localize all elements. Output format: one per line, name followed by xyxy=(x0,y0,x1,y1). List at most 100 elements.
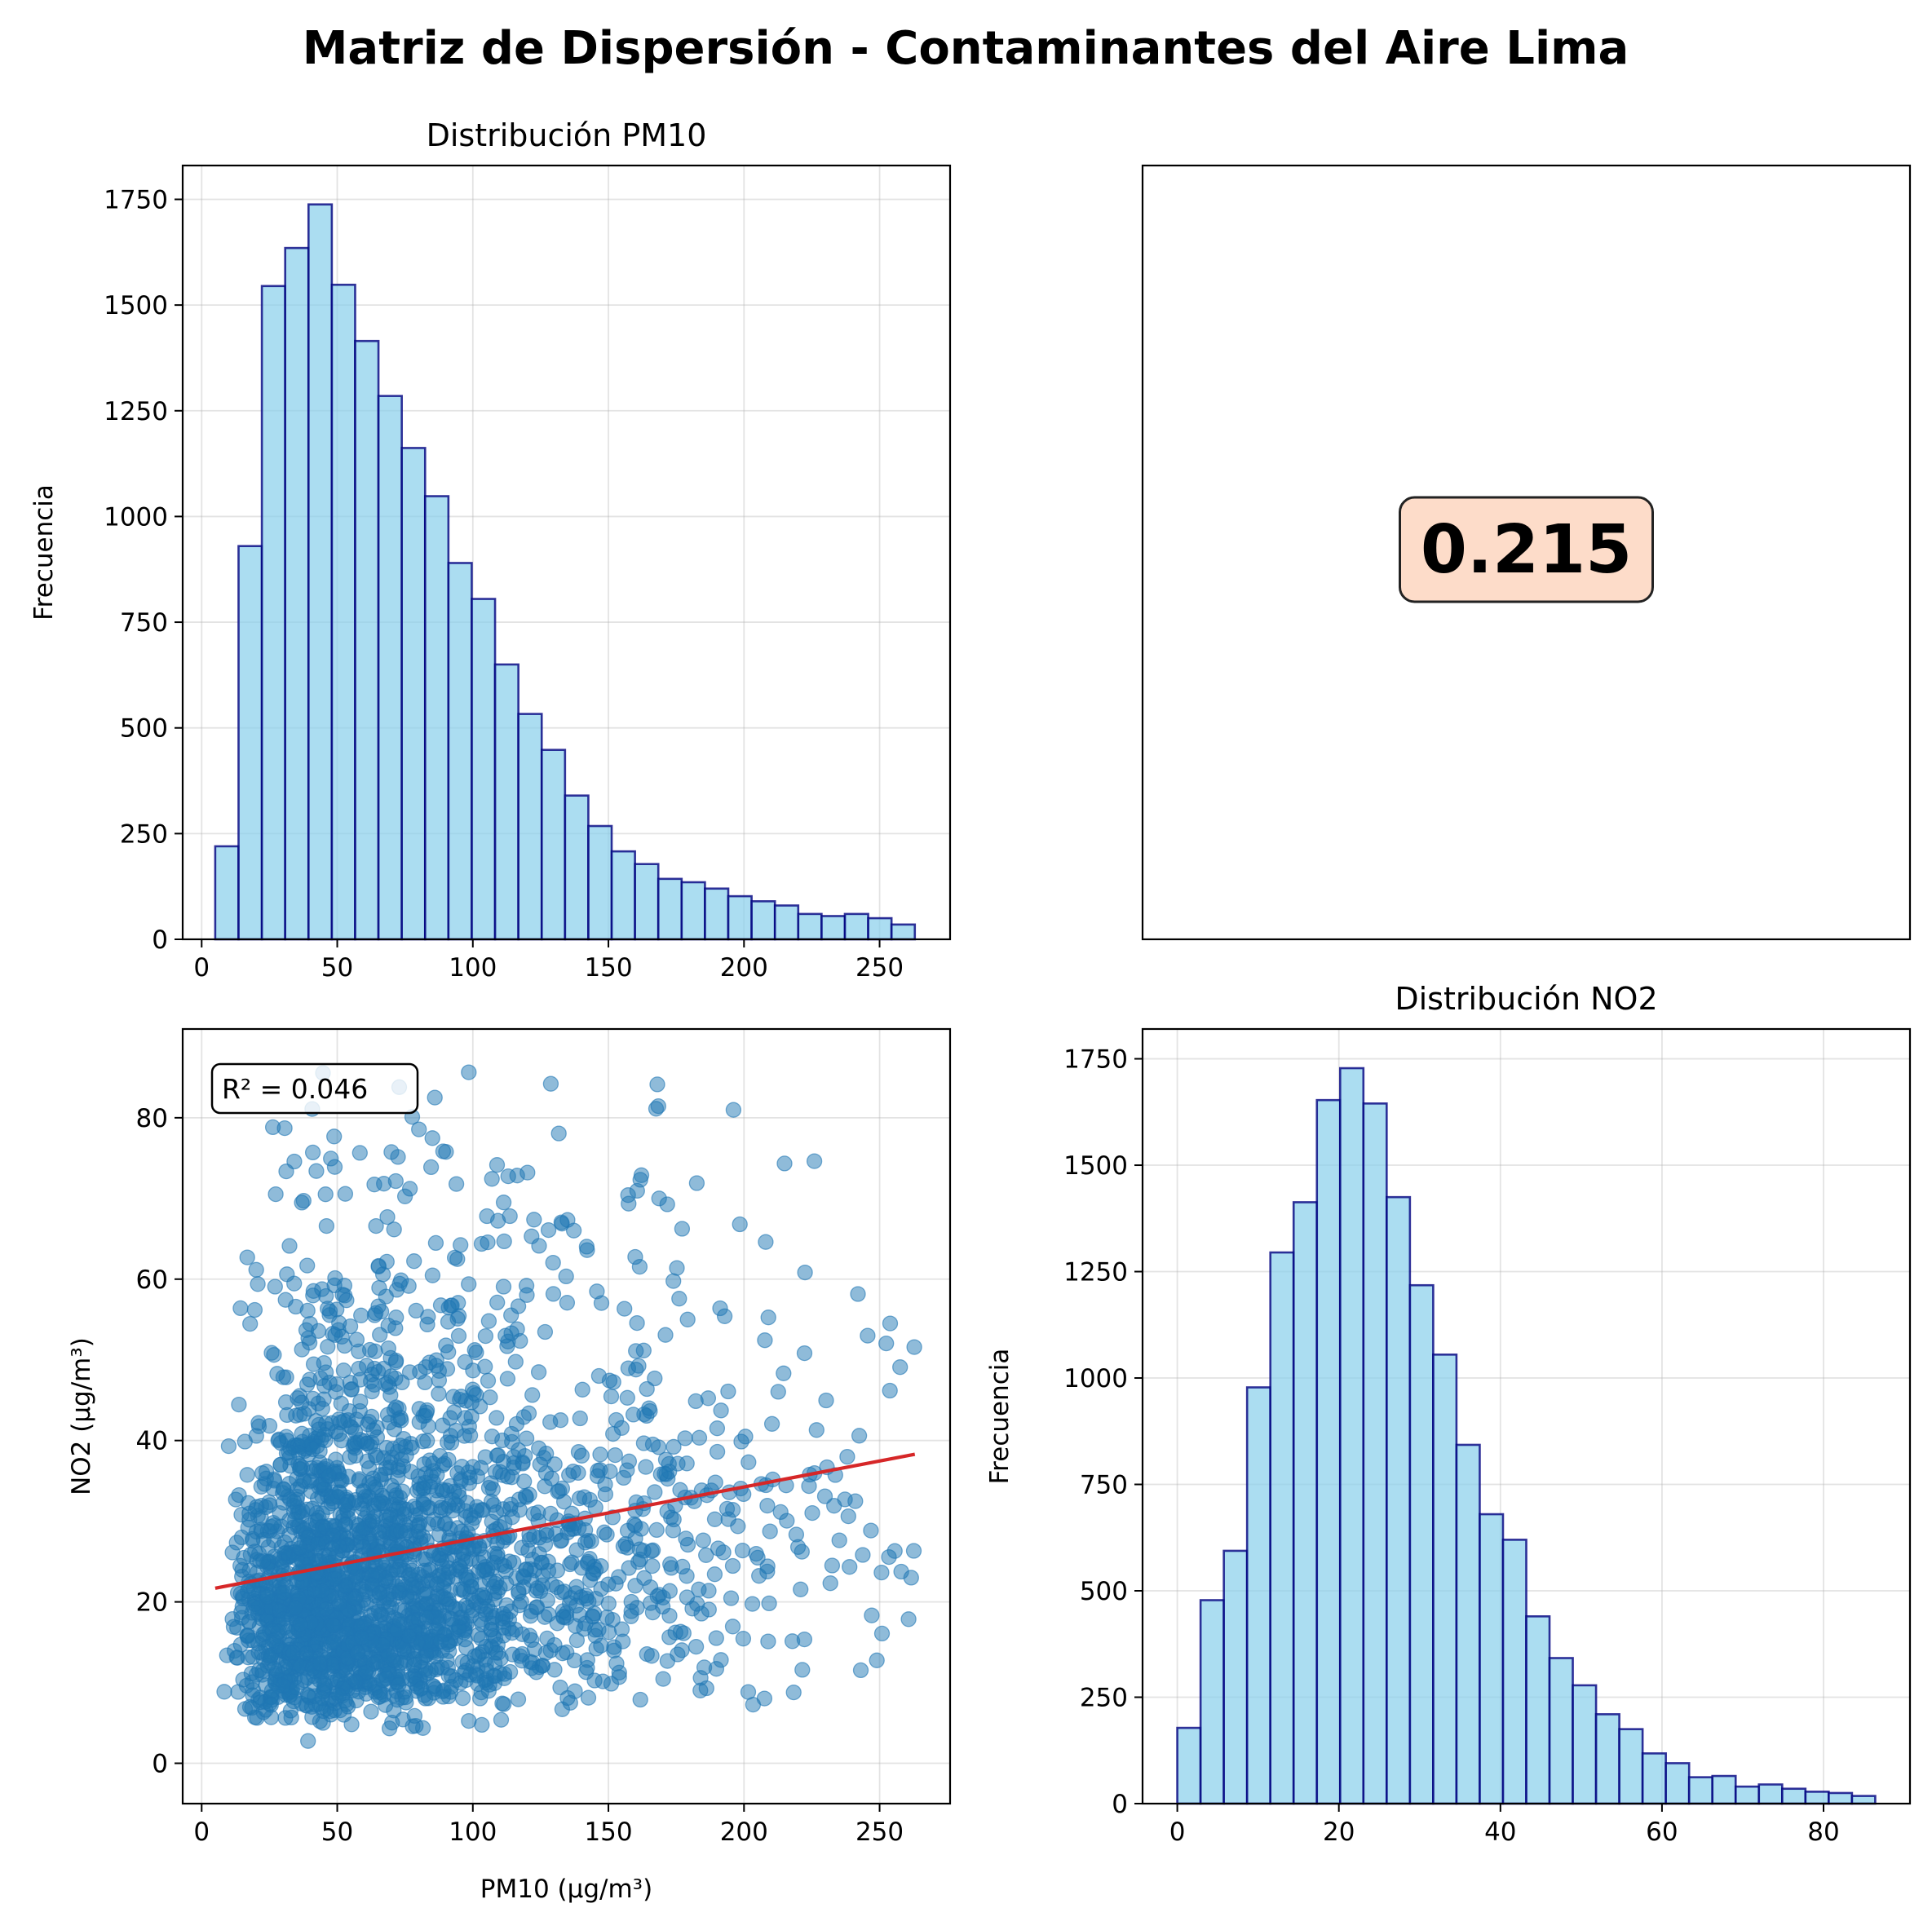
scatter-point-2535 xyxy=(287,1511,303,1528)
scatter-point-1222 xyxy=(900,1611,917,1627)
scatter-point-2238 xyxy=(351,1145,368,1161)
no2-histogram-ytick-label-3: 750 xyxy=(1080,1471,1128,1500)
scatter-point-2148 xyxy=(518,1278,535,1294)
no2-histogram-ytick-label-5: 1250 xyxy=(1063,1258,1128,1287)
scatter-ytick-label-0: 0 xyxy=(152,1750,168,1779)
scatter-point-2244 xyxy=(696,1659,713,1676)
scatter-point-2440 xyxy=(348,1692,365,1709)
scatter-point-2593 xyxy=(281,1444,297,1460)
scatter-point-88 xyxy=(794,1662,811,1678)
no2-histogram-bar-28 xyxy=(1828,1791,1854,1805)
scatter-point-1367 xyxy=(318,1217,335,1234)
scatter-point-2563 xyxy=(287,1600,303,1616)
scatter-point-1215 xyxy=(650,1097,666,1115)
scatter-point-2547 xyxy=(240,1583,256,1600)
scatter-point-2443 xyxy=(638,1459,654,1475)
scatter-point-1736 xyxy=(663,1560,679,1576)
scatter-point-2558 xyxy=(508,1570,524,1587)
scatter-point-2410 xyxy=(579,1652,595,1668)
scatter-point-1647 xyxy=(842,1559,858,1575)
no2-histogram-bar-12 xyxy=(1455,1443,1481,1805)
scatter-point-2321 xyxy=(458,1663,474,1679)
scatter-point-273 xyxy=(278,1163,294,1180)
scatter-point-2203 xyxy=(323,1150,339,1167)
scatter-point-2298 xyxy=(380,1340,396,1357)
pm10-histogram-bar-11 xyxy=(471,598,497,941)
scatter-point-2524 xyxy=(507,1354,524,1370)
scatter-point-980 xyxy=(647,1370,663,1387)
pm10-histogram-ytick-label-7: 1750 xyxy=(104,185,168,214)
scatter-point-2500 xyxy=(567,1683,583,1699)
scatter-point-1700 xyxy=(298,1322,315,1338)
scatter-point-259 xyxy=(808,1422,825,1438)
scatter-point-2598 xyxy=(312,1655,329,1672)
scatter-point-2377 xyxy=(383,1144,400,1160)
scatter-point-533 xyxy=(246,1301,263,1318)
scatter-point-2493 xyxy=(298,1645,315,1662)
scatter-point-2070 xyxy=(503,1325,519,1341)
scatter-point-2233 xyxy=(623,1608,639,1624)
scatter-point-2064 xyxy=(466,1648,483,1664)
scatter-point-2014 xyxy=(224,1544,241,1561)
scatter-point-2045 xyxy=(382,1507,399,1523)
scatter-point-510 xyxy=(510,1691,527,1707)
scatter-point-2089 xyxy=(495,1279,512,1295)
scatter-panel: 0 50 100 150 200 250 0 20 40 60 80 R² = 0.046 PM10… xyxy=(67,1027,952,1904)
scatter-point-460 xyxy=(465,1362,481,1379)
scatter-point-1013 xyxy=(892,1359,909,1376)
scatter-point-657 xyxy=(785,1684,802,1701)
scatter-point-1940 xyxy=(431,1385,447,1402)
pm10-histogram-ytick-label-0: 0 xyxy=(152,925,168,955)
scatter-point-682 xyxy=(712,1300,728,1317)
scatter-point-1071 xyxy=(422,1159,440,1176)
scatter-point-2191 xyxy=(440,1314,457,1330)
scatter-point-2570 xyxy=(487,1667,503,1685)
no2-histogram-bar-8 xyxy=(1362,1102,1388,1805)
pm10-histogram-xtick-label-2: 100 xyxy=(449,953,497,983)
scatter-point-1959 xyxy=(415,1433,431,1450)
scatter-xtick-label-4: 200 xyxy=(720,1817,768,1847)
pm10-histogram-bar-19 xyxy=(657,877,683,941)
scatter-xtick-label-5: 250 xyxy=(855,1817,904,1847)
scatter-point-2538 xyxy=(451,1488,467,1505)
scatter-point-2266 xyxy=(461,1064,477,1080)
scatter-point-2543 xyxy=(675,1625,692,1641)
scatter-point-2041 xyxy=(376,1176,392,1192)
scatter-point-1739 xyxy=(592,1446,608,1463)
scatter-point-2588 xyxy=(314,1690,330,1707)
scatter-point-518 xyxy=(882,1382,898,1399)
scatter-point-2416 xyxy=(400,1278,417,1294)
scatter-point-1997 xyxy=(595,1673,611,1689)
no2-histogram-ytick-label-7: 1750 xyxy=(1063,1045,1128,1075)
scatter-point-2566 xyxy=(330,1687,347,1703)
scatter-point-39 xyxy=(818,1392,834,1409)
scatter-point-2214 xyxy=(881,1548,897,1566)
scatter-ytick-label-1: 20 xyxy=(136,1588,168,1618)
scatter-point-2201 xyxy=(453,1581,469,1597)
scatter-point-1759 xyxy=(619,1462,635,1478)
pm10-histogram-ytick-label-5: 1250 xyxy=(104,397,168,426)
no2-histogram-bar-27 xyxy=(1804,1791,1830,1805)
scatter-point-2335 xyxy=(760,1309,776,1326)
scatter-point-2328 xyxy=(578,1591,595,1607)
no2-histogram-xtick-label-4: 80 xyxy=(1807,1817,1839,1847)
scatter-point-1421 xyxy=(776,1155,793,1172)
scatter-point-702 xyxy=(860,1327,876,1344)
pm10-histogram-bar-28 xyxy=(867,916,893,941)
pm10-histogram-xtick-label-1: 50 xyxy=(321,953,353,983)
scatter-point-2156 xyxy=(741,1454,757,1470)
scatter-point-2544 xyxy=(404,1577,420,1593)
no2-histogram-bar-16 xyxy=(1548,1657,1574,1805)
scatter-point-2554 xyxy=(426,1512,442,1528)
pm10-histogram-xtick-label-0: 0 xyxy=(193,953,210,983)
scatter-point-2313 xyxy=(502,1496,519,1513)
scatter-point-2325 xyxy=(521,1531,537,1548)
scatter-point-1998 xyxy=(367,1343,383,1359)
scatter-point-1525 xyxy=(724,1557,741,1574)
scatter-ytick-label-4: 80 xyxy=(136,1104,168,1133)
pm10-histogram-bar-7 xyxy=(377,395,403,941)
no2-histogram-bar-18 xyxy=(1594,1713,1620,1805)
scatter-point-2442 xyxy=(628,1362,644,1378)
scatter-point-2450 xyxy=(373,1606,389,1623)
scatter-point-2511 xyxy=(413,1680,429,1697)
